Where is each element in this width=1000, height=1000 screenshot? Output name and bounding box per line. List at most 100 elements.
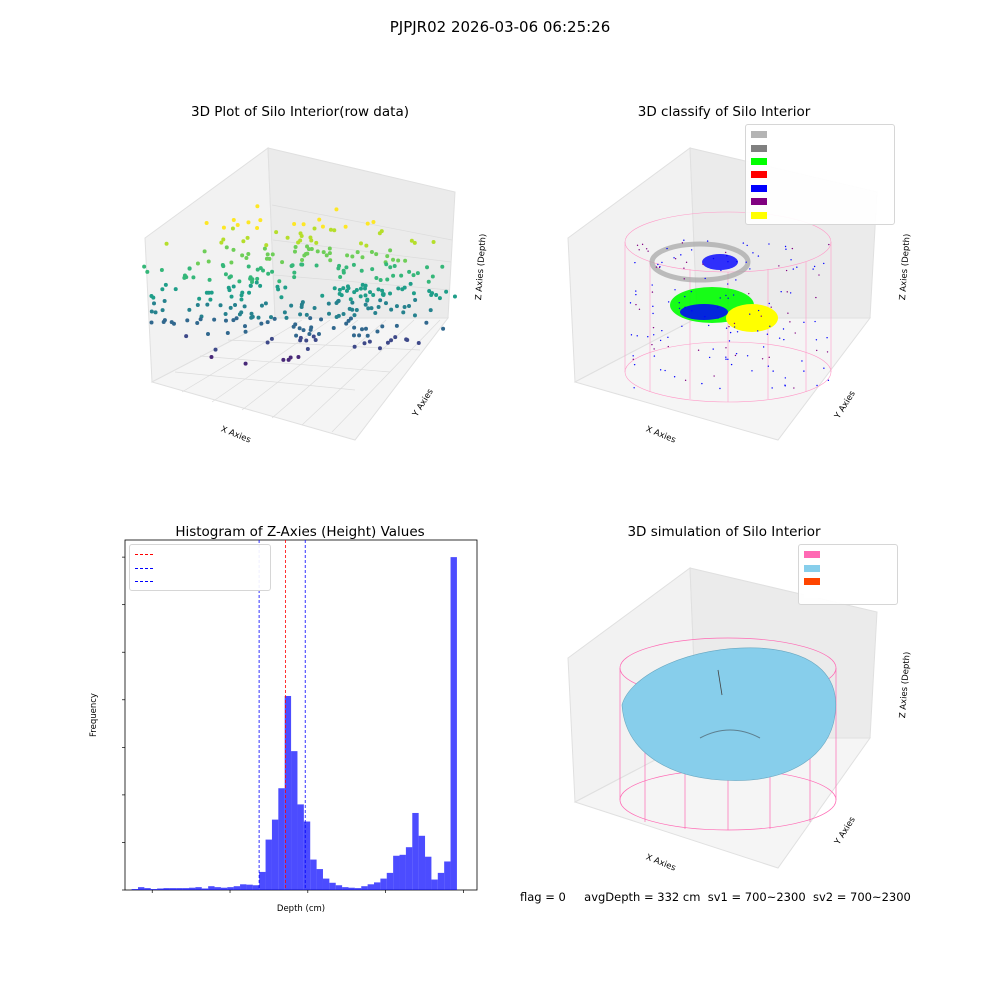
raw-point [363, 293, 368, 298]
noise-point [768, 356, 770, 359]
noise-point [704, 277, 706, 280]
noise-point [785, 248, 787, 250]
histogram-bar [252, 885, 260, 890]
raw-point [401, 310, 406, 315]
raw-point [265, 340, 270, 345]
raw-point [255, 204, 260, 209]
noise-point [647, 250, 649, 252]
classify-point-groups [649, 241, 778, 332]
noise-point [782, 328, 785, 330]
noise-point [690, 290, 693, 293]
raw-point [348, 316, 353, 321]
raw-point [264, 243, 269, 248]
raw-point [391, 273, 396, 278]
raw-point [378, 278, 383, 283]
raw-point [228, 274, 233, 279]
noise-point [751, 370, 753, 372]
noise-point [664, 369, 666, 372]
raw-point [430, 274, 435, 279]
raw-point [376, 305, 381, 310]
raw-point [159, 268, 164, 273]
noise-point [638, 308, 641, 310]
raw-point [327, 246, 332, 251]
noise-point [757, 330, 759, 332]
raw-point [394, 304, 399, 309]
noise-point [713, 375, 715, 377]
histogram-bar [246, 884, 253, 890]
raw-point [298, 238, 303, 243]
noise-point [725, 358, 727, 360]
legend-entry [751, 195, 889, 208]
raw-point [263, 301, 268, 306]
noise-point [826, 337, 828, 339]
classify-silo-wireframe [624, 211, 832, 403]
noise-point [749, 268, 751, 270]
raw-point [327, 311, 332, 316]
raw-point [270, 252, 275, 257]
raw-point [312, 226, 317, 231]
noise-point [707, 324, 710, 327]
histogram-bar [329, 882, 336, 890]
noise-point [818, 274, 820, 276]
raw-point [221, 237, 226, 242]
noise-point [633, 363, 636, 366]
raw-point [328, 227, 333, 232]
raw-point [393, 335, 398, 340]
raw-point [223, 318, 228, 323]
raw-point [371, 220, 376, 225]
legend-color-swatch [804, 577, 820, 585]
histogram-bar [412, 812, 419, 890]
raw-point [274, 230, 279, 235]
raw-point [348, 297, 353, 302]
raw-point [160, 308, 165, 313]
noise-point [635, 303, 637, 306]
noise-point [728, 340, 731, 342]
noise-point [716, 306, 719, 309]
raw-point [375, 329, 380, 334]
histogram-bar [393, 855, 400, 890]
legend-entry [135, 548, 265, 561]
raw-point [160, 287, 165, 292]
raw-point [246, 220, 251, 225]
histogram-bar [163, 888, 170, 890]
raw-point [240, 253, 245, 258]
raw-point [316, 332, 321, 337]
noise-point [735, 279, 737, 281]
raw-point [256, 315, 261, 320]
raw-point [195, 320, 200, 325]
raw-point [241, 239, 246, 244]
noise-point [790, 259, 792, 261]
raw-point [350, 254, 355, 259]
noise-point [681, 242, 684, 244]
noise-point [661, 261, 663, 264]
noise-point [661, 329, 663, 332]
raw-point [206, 259, 211, 264]
histogram-title: Histogram of Z-Axies (Height) Values [175, 524, 425, 540]
histogram-bar [201, 888, 209, 890]
noise-point [630, 334, 633, 336]
histogram-bar [259, 871, 266, 890]
raw-point [308, 235, 313, 240]
raw-point [296, 354, 301, 359]
raw-point [403, 258, 408, 263]
raw-point [370, 267, 375, 272]
raw-point [247, 290, 252, 295]
noise-point [635, 293, 637, 296]
legend-color-swatch [804, 564, 820, 572]
raw-point [233, 302, 238, 307]
noise-point [725, 356, 727, 358]
noise-point [666, 247, 668, 250]
raw-point [408, 281, 413, 286]
histogram-bar [425, 856, 432, 890]
noise-point [780, 291, 782, 293]
raw-point [246, 252, 251, 257]
noise-point [680, 254, 682, 256]
raw-point [412, 240, 417, 245]
raw-point [266, 271, 271, 276]
raw-point [380, 324, 385, 329]
noise-point [673, 257, 675, 259]
noise-point [704, 315, 706, 318]
raw-point [363, 326, 368, 331]
raw-point [286, 357, 291, 362]
